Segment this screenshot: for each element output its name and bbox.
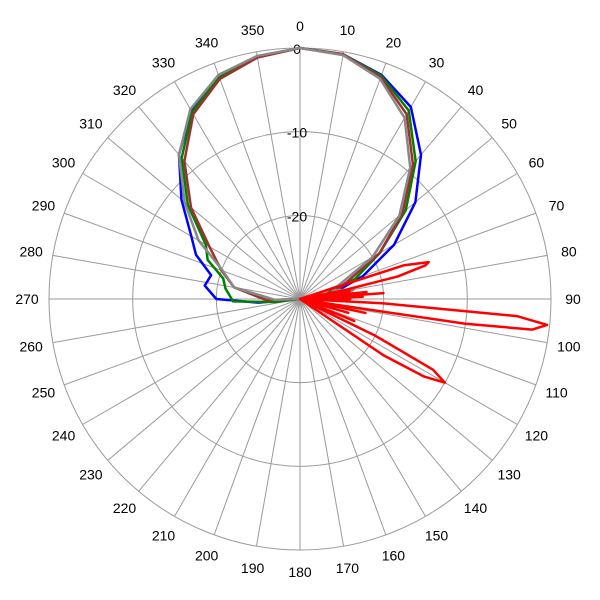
- spoke-310: [107, 137, 301, 300]
- angle-label-240: 240: [52, 428, 76, 444]
- spoke-120: [299, 298, 518, 425]
- angle-label-310: 310: [79, 116, 103, 132]
- angle-label-320: 320: [113, 82, 137, 98]
- angle-label-0: 0: [296, 18, 304, 34]
- spoke-40: [299, 106, 462, 300]
- radial-label-minus-20: -20: [287, 208, 307, 224]
- angle-label-10: 10: [340, 22, 356, 38]
- angle-label-270: 270: [15, 291, 39, 307]
- spoke-220: [138, 298, 301, 492]
- spoke-250: [63, 298, 301, 386]
- angle-label-300: 300: [52, 155, 76, 171]
- series-line-2: [180, 46, 417, 304]
- spoke-340: [213, 62, 301, 300]
- angle-label-70: 70: [549, 198, 565, 214]
- angle-label-110: 110: [545, 384, 568, 400]
- angle-label-180: 180: [288, 564, 312, 580]
- angle-label-140: 140: [464, 500, 488, 516]
- angle-label-120: 120: [525, 428, 549, 444]
- angle-label-260: 260: [19, 338, 43, 354]
- spoke-160: [299, 298, 387, 536]
- spoke-190: [255, 298, 301, 547]
- angle-label-170: 170: [336, 560, 360, 576]
- angle-label-200: 200: [195, 548, 219, 564]
- spoke-140: [299, 298, 462, 492]
- spoke-20: [299, 62, 387, 300]
- angle-label-100: 100: [557, 338, 581, 354]
- angle-label-40: 40: [468, 82, 484, 98]
- series-line-3: [183, 46, 415, 302]
- spoke-60: [299, 173, 518, 300]
- spoke-110: [299, 298, 537, 386]
- series-line-5: [298, 260, 549, 384]
- angle-label-250: 250: [32, 384, 56, 400]
- radial-tick-labels: -20-100: [287, 41, 307, 224]
- angle-label-340: 340: [195, 34, 219, 50]
- series-lines: [177, 46, 549, 384]
- angle-label-190: 190: [241, 560, 265, 576]
- angle-label-80: 80: [561, 244, 577, 260]
- angle-label-280: 280: [19, 244, 43, 260]
- angle-label-210: 210: [152, 527, 176, 543]
- angle-label-150: 150: [425, 527, 449, 543]
- angle-label-60: 60: [529, 155, 545, 171]
- angle-label-350: 350: [241, 22, 265, 38]
- spoke-350: [255, 51, 301, 300]
- angle-label-90: 90: [565, 291, 581, 307]
- angle-label-20: 20: [386, 34, 402, 50]
- angle-label-230: 230: [79, 466, 103, 482]
- spoke-150: [299, 298, 426, 517]
- spoke-130: [299, 298, 493, 461]
- angle-label-160: 160: [382, 548, 406, 564]
- angle-label-290: 290: [32, 198, 56, 214]
- spoke-10: [299, 51, 345, 300]
- spoke-260: [52, 298, 301, 344]
- spoke-200: [213, 298, 301, 536]
- spoke-290: [63, 212, 301, 300]
- spoke-210: [174, 298, 301, 517]
- spoke-320: [138, 106, 301, 300]
- angle-label-30: 30: [429, 55, 445, 71]
- spoke-280: [52, 254, 301, 300]
- spoke-240: [82, 298, 301, 425]
- spoke-170: [299, 298, 345, 547]
- angle-label-50: 50: [501, 116, 517, 132]
- spoke-330: [174, 81, 301, 300]
- spoke-230: [107, 298, 301, 461]
- angle-label-130: 130: [497, 466, 521, 482]
- angle-label-330: 330: [152, 55, 176, 71]
- angle-label-220: 220: [113, 500, 137, 516]
- radial-label-minus-10: -10: [287, 125, 307, 141]
- angle-tick-labels: 0 10 20 30 40 50 60 70 80 90 100 110 120 130 140 150 160…: [15, 18, 581, 580]
